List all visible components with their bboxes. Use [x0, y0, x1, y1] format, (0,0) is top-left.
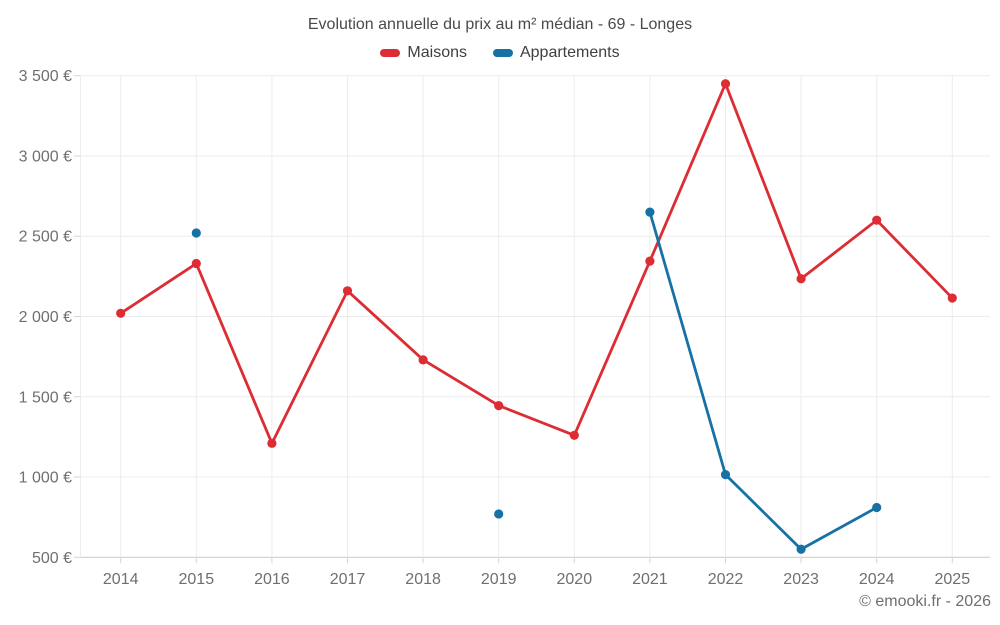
x-axis-label: 2020 [557, 571, 593, 588]
maisons-point-2022 [720, 79, 731, 89]
x-axis-label: 2019 [481, 571, 517, 588]
maisons-series-line [119, 82, 954, 445]
maisons-point-2025 [947, 293, 957, 303]
y-axis-label: 3 500 € [19, 68, 72, 85]
legend-item-maisons[interactable]: Maisons [380, 44, 467, 62]
maisons-point-2023 [796, 274, 806, 284]
maisons-point-2019 [494, 400, 504, 411]
chart-legend: Maisons Appartements [0, 44, 1000, 62]
x-axis-label: 2016 [254, 571, 290, 588]
x-axis-label: 2015 [179, 571, 215, 588]
y-axis-label: 1 500 € [19, 389, 72, 406]
legend-label-appartements: Appartements [519, 44, 620, 61]
x-axis-label: 2025 [935, 571, 971, 588]
y-axis-label: 500 € [32, 550, 72, 567]
copyright-text: © emooki.fr - 2026 [859, 593, 991, 610]
maisons-point-2014 [116, 308, 126, 318]
appartements-point-2023 [796, 544, 806, 554]
appartements-point-2021 [645, 207, 655, 217]
x-axis-label: 2017 [330, 571, 366, 588]
legend-label-maisons: Maisons [407, 44, 467, 61]
appartements-point-2022 [720, 470, 731, 480]
maisons-color-swatch-icon [380, 49, 401, 57]
appartements-point-2015 [191, 228, 201, 238]
appartements-color-swatch-icon [492, 49, 513, 57]
x-axis-label: 2014 [103, 571, 139, 588]
x-axis-label: 2021 [632, 571, 668, 588]
x-axis-label: 2023 [783, 571, 819, 588]
y-axis-label: 2 500 € [19, 229, 72, 246]
maisons-point-2015 [191, 258, 201, 269]
x-axis-label: 2018 [405, 571, 441, 588]
maisons-point-2017 [342, 286, 353, 296]
y-axis-label: 3 000 € [19, 148, 72, 165]
appartements-point-2024 [872, 502, 882, 513]
appartements-point-2019 [494, 509, 504, 519]
chart-title: Evolution annuelle du prix au m² médian … [307, 16, 693, 33]
maisons-point-2021 [645, 256, 655, 266]
legend-item-appartements[interactable]: Appartements [492, 44, 620, 62]
appartements-series-line [648, 210, 879, 551]
maisons-point-2016 [267, 438, 277, 448]
maisons-point-2020 [569, 430, 579, 440]
y-axis-label: 2 000 € [19, 309, 72, 326]
x-axis-label: 2022 [708, 571, 744, 588]
maisons-point-2018 [418, 355, 428, 365]
maisons-point-2024 [872, 215, 882, 225]
x-axis-label: 2024 [859, 571, 895, 588]
y-axis-label: 1 000 € [19, 470, 72, 487]
